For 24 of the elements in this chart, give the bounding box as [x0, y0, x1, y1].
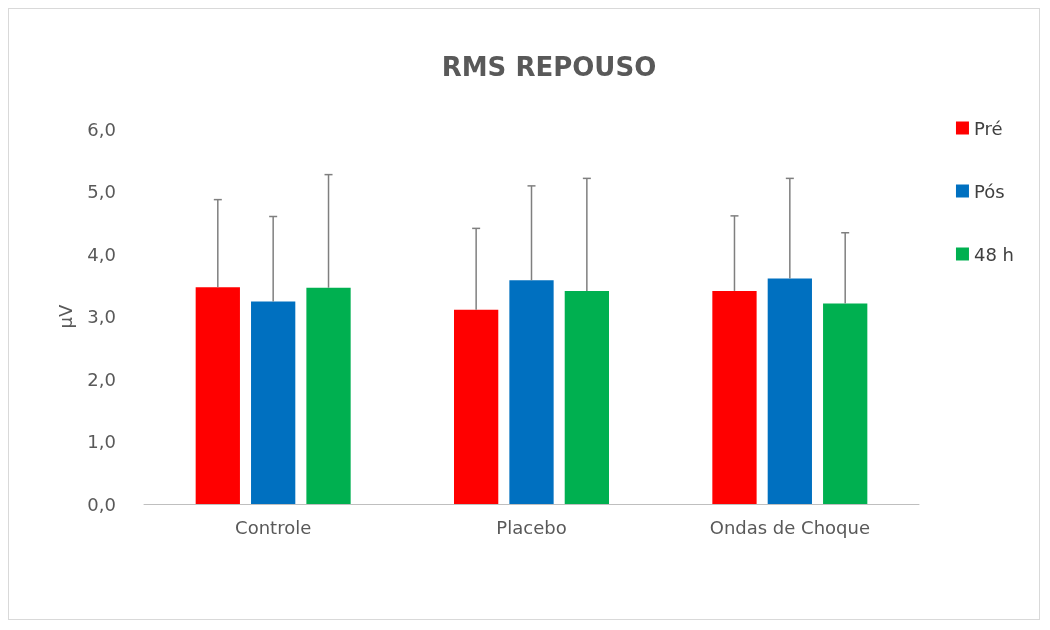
y-tick-label: 5,0 [87, 181, 116, 202]
bar [767, 278, 812, 504]
x-tick-label: Placebo [496, 516, 567, 538]
bar [564, 290, 609, 504]
y-tick-label: 1,0 [87, 431, 116, 452]
y-tick-label: 3,0 [87, 306, 116, 327]
bar [454, 309, 499, 504]
bar [195, 287, 240, 504]
y-axis-title: µV [54, 303, 76, 329]
bar [306, 287, 351, 504]
y-tick-label: 2,0 [87, 368, 116, 390]
y-tick-label: 0,0 [87, 493, 116, 515]
y-tick-label: 4,0 [87, 243, 116, 265]
y-tick-label: 6,0 [87, 118, 116, 140]
legend-label: 48 h [973, 243, 1015, 265]
bar [251, 301, 296, 504]
bar [712, 290, 757, 504]
chart-title: RMS REPOUSO [441, 52, 657, 82]
x-tick-label: Controle [235, 516, 312, 538]
bar [509, 280, 554, 504]
legend-label: Pós [973, 180, 1005, 202]
legend-label: Pré [973, 117, 1003, 139]
bar [823, 303, 868, 504]
x-tick-label: Ondas de Choque [709, 516, 870, 538]
